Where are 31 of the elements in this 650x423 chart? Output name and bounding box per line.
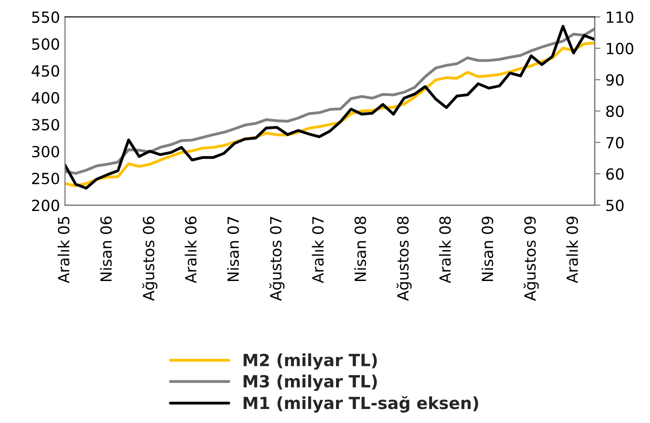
x-tick-label: Aralık 06 (184, 216, 197, 284)
x-tick-label: Nisan 06 (100, 216, 112, 282)
y2-tick-label: 90 (606, 74, 624, 86)
y-tick-label: 400 (32, 92, 60, 104)
y2-tick-label: 70 (606, 136, 624, 148)
legend-label: M1 (milyar TL-sağ eksen) (244, 396, 478, 413)
x-tick-label: Nisan 09 (481, 216, 494, 282)
x-tick-label: Nisan 08 (354, 216, 366, 282)
y-tick-label: 550 (32, 11, 60, 23)
x-tick-label: Aralık 05 (58, 216, 70, 284)
legend-label: M2 (milyar TL) (244, 353, 377, 370)
y2-tick-label: 80 (606, 106, 624, 118)
y2-tick-label: 110 (606, 11, 634, 23)
y-tick-label: 250 (32, 172, 60, 184)
x-tick-label: Aralık 09 (566, 216, 578, 284)
x-tick-label: Ağustos 07 (269, 216, 284, 301)
x-tick-label: Ağustos 06 (142, 216, 158, 301)
x-tick-label: Aralık 07 (312, 216, 324, 284)
x-tick-label: Ağustos 09 (524, 216, 539, 301)
x-tick-label: Nisan 07 (227, 216, 239, 282)
y-tick-label: 500 (32, 38, 60, 50)
y-tick-label: 200 (32, 200, 60, 212)
x-tick-label: Ağustos 08 (396, 216, 412, 301)
y2-tick-label: 60 (606, 168, 624, 180)
y-tick-label: 300 (32, 146, 60, 158)
y2-tick-label: 100 (606, 42, 634, 54)
y-tick-label: 350 (32, 118, 60, 131)
y-tick-label: 450 (32, 65, 60, 77)
x-tick-label: Aralık 08 (439, 216, 451, 284)
y2-tick-label: 50 (606, 200, 624, 212)
legend-label: M3 (milyar TL) (244, 374, 377, 391)
